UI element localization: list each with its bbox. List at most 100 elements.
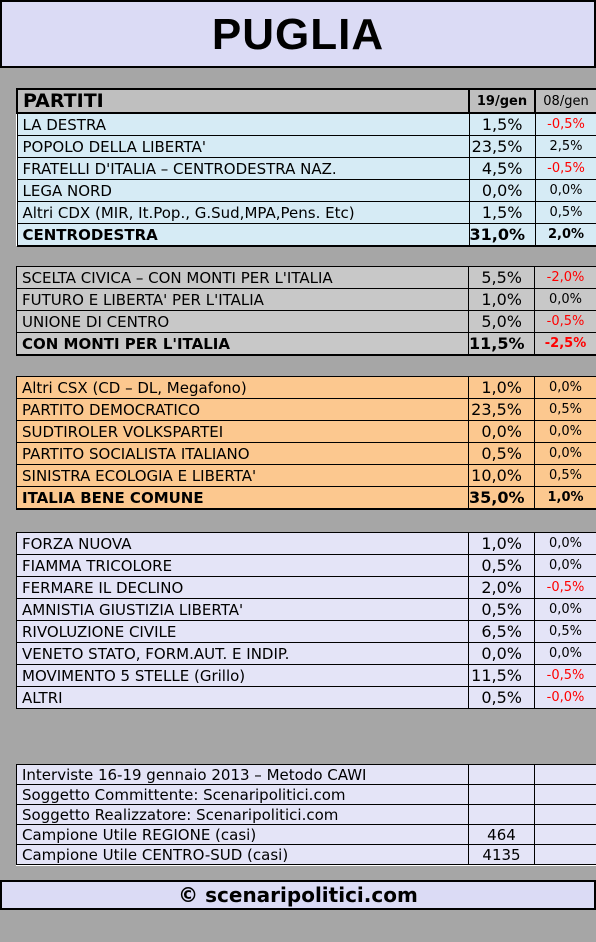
value-19gen: 0,5%	[468, 598, 535, 621]
value-08gen: 0,0%	[534, 420, 596, 443]
party-name: RIVOLUZIONE CIVILE	[16, 620, 469, 643]
table-row: SUDTIROLER VOLKSPARTEI 0,0% 0,0%	[16, 420, 596, 443]
table-row: AMNISTIA GIUSTIZIA LIBERTA' 0,5% 0,0%	[16, 598, 596, 621]
separator	[0, 246, 596, 266]
value-08gen: 0,5%	[534, 464, 596, 487]
value-08gen: -0,5%	[534, 157, 596, 180]
footer-text: © scenaripolitici.com	[178, 883, 418, 907]
table-row: MOVIMENTO 5 STELLE (Grillo) 11,5% -0,5%	[16, 664, 596, 687]
value-08gen: 0,0%	[534, 442, 596, 465]
value-08gen: -0,5%	[534, 310, 596, 333]
table-row: LA DESTRA 1,5% -0,5%	[16, 112, 596, 136]
party-name: AMNISTIA GIUSTIZIA LIBERTA'	[16, 598, 469, 621]
value-19gen: 11,5%	[468, 664, 535, 687]
info-label: Soggetto Committente: Scenaripolitici.co…	[16, 784, 469, 805]
value-19gen: 2,0%	[468, 576, 535, 599]
info-empty-cell	[534, 764, 596, 785]
party-name: FRATELLI D'ITALIA – CENTRODESTRA NAZ.	[16, 157, 470, 180]
value-19gen: 5,5%	[468, 266, 535, 289]
separator	[0, 910, 596, 942]
page-title-box: PUGLIA	[0, 0, 596, 68]
info-row: Soggetto Realizzatore: Scenaripolitici.c…	[16, 804, 596, 825]
info-label: Interviste 16-19 gennaio 2013 – Metodo C…	[16, 764, 469, 785]
value-19gen: 1,0%	[468, 376, 535, 399]
header-label: PARTITI	[16, 88, 470, 114]
party-name: POPOLO DELLA LIBERTA'	[16, 135, 470, 158]
table-header: PARTITI 19/gen 08/gen	[16, 88, 596, 114]
value-08gen: -0,0%	[534, 686, 596, 709]
party-name: Altri CSX (CD – DL, Megafono)	[16, 376, 469, 399]
value-19gen: 6,5%	[468, 620, 535, 643]
value-19gen: 5,0%	[468, 310, 535, 333]
party-name: SINISTRA ECOLOGIA E LIBERTA'	[16, 464, 469, 487]
party-name: SCELTA CIVICA – CON MONTI PER L'ITALIA	[16, 266, 469, 289]
value-19gen: 1,0%	[468, 288, 535, 311]
info-value	[468, 764, 535, 785]
value-19gen: 4,5%	[468, 157, 536, 180]
separator	[0, 866, 596, 880]
value-08gen: 0,0%	[534, 179, 596, 202]
table-row: SCELTA CIVICA – CON MONTI PER L'ITALIA 5,…	[16, 266, 596, 289]
footer-box: © scenaripolitici.com	[0, 880, 596, 910]
info-row: Interviste 16-19 gennaio 2013 – Metodo C…	[16, 764, 596, 785]
table-row: LEGA NORD 0,0% 0,0%	[16, 179, 596, 202]
info-label: Campione Utile CENTRO-SUD (casi)	[16, 844, 469, 865]
separator	[0, 510, 596, 532]
info-row: Campione Utile REGIONE (casi) 464	[16, 824, 596, 845]
value-08gen: 0,5%	[534, 201, 596, 224]
separator	[0, 708, 596, 764]
separator	[0, 68, 596, 88]
party-name: ITALIA BENE COMUNE	[16, 486, 469, 510]
party-name: Altri CDX (MIR, It.Pop., G.Sud,MPA,Pens.…	[16, 201, 470, 224]
table-row: UNIONE DI CENTRO 5,0% -0,5%	[16, 310, 596, 333]
party-name: ALTRI	[16, 686, 469, 709]
value-08gen: -0,5%	[534, 576, 596, 599]
table-row: FUTURO E LIBERTA' PER L'ITALIA 1,0% 0,0%	[16, 288, 596, 311]
table-italia-bene-comune: Altri CSX (CD – DL, Megafono) 1,0% 0,0% PAR…	[16, 376, 596, 510]
info-empty-cell	[534, 824, 596, 845]
value-19gen: 23,5%	[468, 135, 536, 158]
table-row: FORZA NUOVA 1,0% 0,0%	[16, 532, 596, 555]
value-08gen: 0,0%	[534, 532, 596, 555]
info-value: 4135	[468, 844, 535, 865]
info-empty-cell	[534, 784, 596, 805]
info-empty-cell	[534, 844, 596, 865]
value-19gen: 10,0%	[468, 464, 535, 487]
value-08gen: -2,0%	[534, 266, 596, 289]
value-19gen: 31,0%	[468, 223, 536, 247]
header-col2: 08/gen	[534, 88, 596, 114]
table-centrodestra: PARTITI 19/gen 08/gen LA DESTRA 1,5% -0,5%…	[16, 88, 596, 247]
info-label: Campione Utile REGIONE (casi)	[16, 824, 469, 845]
total-row: CENTRODESTRA 31,0% 2,0%	[16, 223, 596, 247]
table-altri-partiti: FORZA NUOVA 1,0% 0,0% FIAMMA TRICOLORE 0,5% 0…	[16, 532, 596, 709]
value-19gen: 23,5%	[468, 398, 535, 421]
value-19gen: 0,0%	[468, 179, 536, 202]
table-row: PARTITO SOCIALISTA ITALIANO 0,5% 0,0%	[16, 442, 596, 465]
value-08gen: -0,5%	[534, 112, 596, 136]
table-row: FIAMMA TRICOLORE 0,5% 0,0%	[16, 554, 596, 577]
value-08gen: 0,0%	[534, 598, 596, 621]
value-19gen: 1,0%	[468, 532, 535, 555]
value-19gen: 1,5%	[468, 201, 536, 224]
table-row: RIVOLUZIONE CIVILE 6,5% 0,5%	[16, 620, 596, 643]
table-row: Altri CSX (CD – DL, Megafono) 1,0% 0,0%	[16, 376, 596, 399]
table-row: PARTITO DEMOCRATICO 23,5% 0,5%	[16, 398, 596, 421]
page-title: PUGLIA	[211, 10, 385, 59]
info-label: Soggetto Realizzatore: Scenaripolitici.c…	[16, 804, 469, 825]
party-name: FIAMMA TRICOLORE	[16, 554, 469, 577]
value-08gen: -2,5%	[534, 332, 596, 356]
party-name: FUTURO E LIBERTA' PER L'ITALIA	[16, 288, 469, 311]
value-19gen: 35,0%	[468, 486, 535, 510]
value-19gen: 0,0%	[468, 642, 535, 665]
party-name: LEGA NORD	[16, 179, 470, 202]
party-name: CON MONTI PER L'ITALIA	[16, 332, 469, 356]
value-08gen: 0,5%	[534, 620, 596, 643]
table-info: Interviste 16-19 gennaio 2013 – Metodo C…	[16, 764, 596, 865]
value-08gen: 1,0%	[534, 486, 596, 510]
value-08gen: 2,0%	[534, 223, 596, 247]
value-08gen: -0,5%	[534, 664, 596, 687]
value-19gen: 0,5%	[468, 554, 535, 577]
table-row: FERMARE IL DECLINO 2,0% -0,5%	[16, 576, 596, 599]
table-row: POPOLO DELLA LIBERTA' 23,5% 2,5%	[16, 135, 596, 158]
value-19gen: 1,5%	[468, 112, 536, 136]
